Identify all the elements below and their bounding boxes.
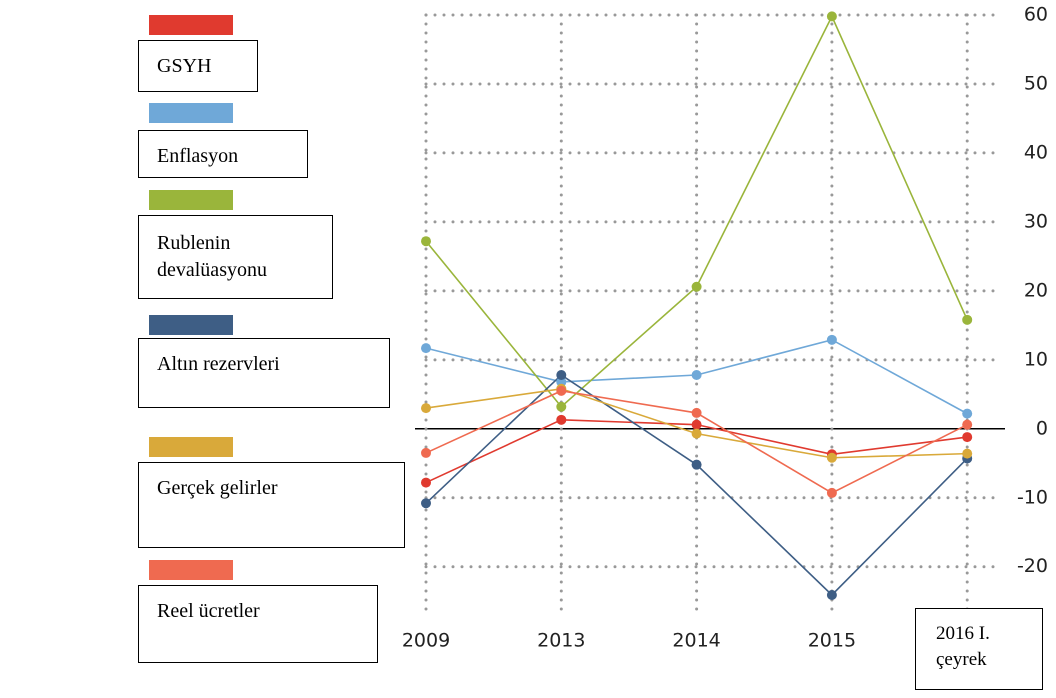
data-point <box>556 385 567 396</box>
data-point <box>962 419 973 430</box>
data-point <box>691 459 702 470</box>
data-point <box>962 432 973 443</box>
legend-swatch <box>149 15 233 35</box>
y-tick-label: 50 <box>1024 72 1048 94</box>
y-tick-label: 0 <box>1036 417 1048 439</box>
data-point <box>556 414 567 425</box>
data-point <box>556 376 567 387</box>
data-point <box>421 477 431 488</box>
x-tick-label: 2014 <box>672 630 720 652</box>
y-tick-label: 60 <box>1024 4 1048 26</box>
x-tick-label: 2015 <box>808 630 856 652</box>
x-tick-label: 2009 <box>402 630 450 652</box>
legend-label: Rublenin devalüasyonu <box>138 215 333 299</box>
data-point <box>421 236 431 247</box>
data-point <box>556 401 567 412</box>
data-point <box>556 370 567 380</box>
legend-label: GSYH <box>138 40 258 92</box>
data-point <box>421 447 431 458</box>
x-tick-label: 2013 <box>537 630 585 652</box>
data-point <box>962 314 973 325</box>
data-point <box>826 11 837 22</box>
series-line <box>425 390 968 494</box>
data-point <box>826 452 837 463</box>
data-point <box>691 281 702 292</box>
data-point <box>962 408 973 419</box>
legend-label: Altın rezervleri <box>138 338 390 408</box>
legend-swatch <box>149 103 233 123</box>
y-tick-label: 10 <box>1024 348 1048 370</box>
data-point <box>826 590 837 600</box>
y-tick-label: -20 <box>1017 555 1048 577</box>
y-tick-label: 30 <box>1024 210 1048 232</box>
data-point <box>421 403 431 414</box>
data-point <box>826 487 837 498</box>
legend-label: Gerçek gelirler <box>138 462 405 548</box>
legend-swatch <box>149 190 233 210</box>
legend-swatch <box>149 560 233 580</box>
data-point <box>691 428 702 439</box>
data-point <box>691 419 702 430</box>
data-point <box>962 448 973 459</box>
data-point <box>691 370 702 380</box>
legend-label: Reel ücretler <box>138 585 378 663</box>
y-tick-label: 20 <box>1024 279 1048 301</box>
x-tick-label: 2016 I. çeyrek <box>915 608 1043 690</box>
data-point <box>691 407 702 418</box>
legend-label: Enflasyon <box>138 130 308 178</box>
data-point <box>826 334 837 345</box>
y-tick-label: -10 <box>1017 486 1048 508</box>
y-tick-label: 40 <box>1024 141 1048 163</box>
legend-swatch <box>149 315 233 335</box>
data-point <box>421 343 431 354</box>
legend-swatch <box>149 437 233 457</box>
data-point <box>421 498 431 509</box>
